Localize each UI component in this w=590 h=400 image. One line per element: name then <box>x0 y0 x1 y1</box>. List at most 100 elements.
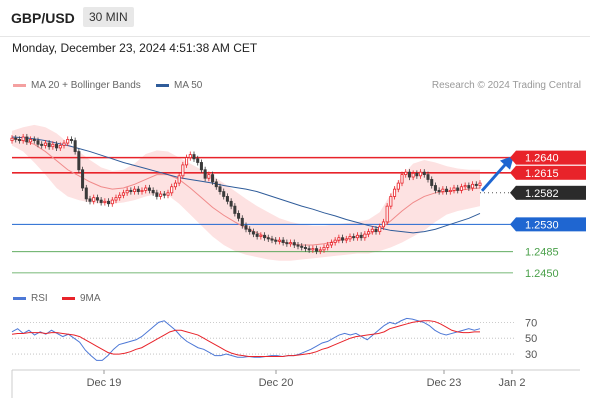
candle-body <box>77 151 81 171</box>
candle-body <box>73 140 77 152</box>
level-lines <box>12 156 513 274</box>
level-label-1.2615: 1.2615 <box>525 168 559 180</box>
candle-body <box>359 234 363 239</box>
ma50-swatch <box>156 83 169 87</box>
candle-body <box>467 185 471 189</box>
legend-rsi-ma-label: 9MA <box>80 293 101 304</box>
level-tag-1.2530 <box>516 217 586 232</box>
candle-body <box>263 234 267 239</box>
candle-body <box>329 242 333 246</box>
candle-body <box>159 193 163 197</box>
timeframe-button[interactable]: 30 MIN <box>83 7 134 27</box>
forecast-arrow-icon <box>480 155 514 192</box>
candle-body <box>456 187 460 191</box>
rsi-series-9MA <box>11 320 480 357</box>
candle-body <box>84 187 88 200</box>
candle-body <box>229 200 233 207</box>
candle-body <box>21 136 25 142</box>
candle-body <box>69 139 73 142</box>
candle-body <box>66 139 70 144</box>
x-tick-label: Dec 20 <box>259 377 294 389</box>
candle-body <box>14 137 18 140</box>
candle-body <box>114 197 118 201</box>
candle-body <box>188 154 192 159</box>
candle-body <box>315 248 319 252</box>
candle-body <box>341 237 345 241</box>
level-tag-pointer-1.2530 <box>510 217 516 232</box>
legend-rsi-ma: 9MA <box>62 293 101 304</box>
candle-body <box>181 164 185 177</box>
candle-body <box>463 185 467 188</box>
candle-body <box>140 189 144 192</box>
legend-ma20-label: MA 20 + Bollinger Bands <box>31 80 141 91</box>
level-tag-1.2640 <box>516 150 586 165</box>
candle-body <box>147 187 151 191</box>
candle-body <box>233 205 237 214</box>
candle-body <box>25 136 29 143</box>
symbol-title: GBP/USD <box>11 10 75 26</box>
candle-body <box>55 143 59 149</box>
candle-body <box>326 244 330 248</box>
candle-body <box>103 200 107 203</box>
candle-body <box>270 238 274 241</box>
level-labels: 1.2640 1.2615 1.2582 1.2530 1.2485 1.2450 <box>510 150 586 280</box>
candle-body <box>155 192 159 197</box>
candle-body <box>244 225 248 230</box>
legend-ma50-label: MA 50 <box>174 80 203 91</box>
candle-body <box>277 239 281 242</box>
candle-body <box>95 197 99 201</box>
candle-body <box>43 142 47 146</box>
candle-body <box>162 193 166 196</box>
candle-body <box>411 172 415 178</box>
candle-body <box>107 200 111 205</box>
level-label-1.2485: 1.2485 <box>525 247 559 259</box>
candle-body <box>400 174 404 184</box>
ma50-line <box>11 136 481 234</box>
candle-body <box>110 199 114 205</box>
candle-body <box>378 226 382 233</box>
candle-body <box>144 187 148 191</box>
candle-body <box>419 171 423 177</box>
candle-body <box>322 247 326 251</box>
candle-body <box>311 248 315 251</box>
candle-body <box>300 245 304 248</box>
x-axis: Dec 19 Dec 20 Dec 23 Jan 2 <box>11 369 580 398</box>
ma20-swatch <box>13 83 26 87</box>
level-tag-pointer-1.2582 <box>510 185 516 200</box>
candlesticks <box>10 133 482 255</box>
candle-body <box>133 188 137 192</box>
candle-body <box>251 231 255 235</box>
candle-body <box>396 182 400 190</box>
candle-body <box>430 179 434 186</box>
candle-body <box>58 145 62 149</box>
candle-body <box>348 236 352 240</box>
credit-text: Research © 2024 Trading Central <box>431 80 581 91</box>
candle-body <box>385 205 389 223</box>
candle-body <box>393 188 397 197</box>
x-tick-label: Dec 19 <box>87 377 122 389</box>
candle-body <box>303 247 307 250</box>
candle-body <box>381 221 385 228</box>
candle-body <box>274 239 278 242</box>
legend-ma20: MA 20 + Bollinger Bands <box>13 80 141 91</box>
candle-body <box>367 231 371 235</box>
candle-body <box>40 143 44 146</box>
candle-body <box>225 196 229 202</box>
candle-body <box>36 140 40 145</box>
candle-body <box>415 172 419 177</box>
level-tag-1.2615 <box>516 165 586 180</box>
candle-body <box>307 248 311 251</box>
candle-body <box>177 175 181 184</box>
candle-body <box>337 237 341 241</box>
legend-rsi-label: RSI <box>31 293 48 304</box>
candle-body <box>125 189 129 194</box>
candle-body <box>166 192 170 196</box>
candle-body <box>214 181 218 188</box>
rsi-tick-70: 70 <box>525 317 537 329</box>
level-label-1.2582: 1.2582 <box>525 188 559 200</box>
arrow-head <box>500 155 514 170</box>
candle-body <box>88 198 92 202</box>
bollinger-band <box>12 124 480 261</box>
candle-body <box>151 189 155 194</box>
